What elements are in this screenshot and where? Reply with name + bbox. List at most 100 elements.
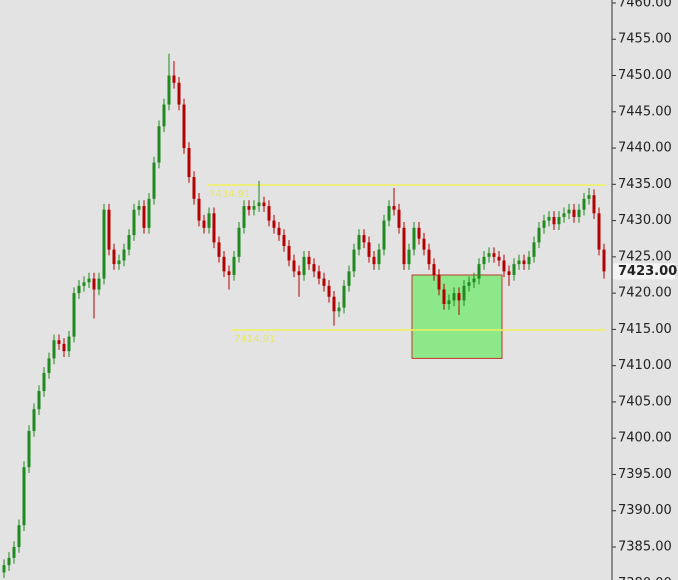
candle-body	[512, 264, 516, 275]
candle-body	[207, 213, 211, 228]
candle-body	[77, 285, 81, 294]
candle-body	[297, 271, 301, 275]
y-tick-label: 7430.00	[618, 213, 672, 228]
candle-body	[302, 256, 306, 275]
candle-body	[227, 271, 231, 275]
candle-body	[192, 177, 196, 199]
candle-body	[592, 195, 596, 214]
candle-body	[117, 260, 121, 265]
candle-body	[157, 126, 161, 163]
candle-body	[22, 467, 26, 526]
candle-body	[252, 206, 256, 210]
candle-body	[92, 278, 96, 290]
y-tick-label: 7395.00	[618, 467, 672, 482]
candle-body	[517, 260, 521, 265]
candle-body	[582, 198, 586, 210]
candle-body	[422, 238, 426, 250]
candle-body	[57, 340, 61, 344]
candle-body	[362, 235, 366, 243]
candle-body	[587, 195, 591, 199]
candle-body	[452, 293, 456, 301]
candle-body	[317, 271, 321, 279]
candle-body	[467, 282, 471, 286]
candle-body	[182, 104, 186, 149]
candle-body	[162, 104, 166, 127]
candle-body	[382, 220, 386, 250]
candle-body	[27, 430, 31, 468]
candle-body	[267, 206, 271, 221]
y-tick-label: 7425.00	[618, 249, 672, 264]
candle-body	[122, 249, 126, 261]
candle-body	[232, 256, 236, 275]
candle-body	[387, 206, 391, 221]
candle-body	[332, 296, 336, 312]
candle-body	[597, 213, 601, 250]
candle-body	[262, 202, 266, 207]
candle-body	[602, 249, 606, 272]
candle-body	[87, 278, 91, 283]
candle-body	[112, 249, 116, 265]
candle-body	[472, 278, 476, 283]
candle-body	[167, 75, 171, 105]
zone-box	[411, 274, 503, 359]
candle-body	[502, 260, 506, 272]
candle-body	[432, 264, 436, 275]
level-label: 7414.91	[234, 334, 275, 345]
candle-body	[107, 209, 111, 250]
candle-body	[237, 227, 241, 257]
candle-body	[352, 249, 356, 272]
candle-body	[327, 285, 331, 297]
candle-body	[17, 525, 21, 547]
candle-body	[7, 557, 11, 566]
candle-body	[407, 249, 411, 265]
candle-body	[532, 242, 536, 257]
candle-body	[222, 256, 226, 272]
candle-body	[402, 227, 406, 265]
candle-body	[177, 82, 181, 105]
y-tick-label: 7405.00	[618, 394, 672, 409]
candle-body	[202, 220, 206, 228]
y-tick-label: 7380.00	[618, 576, 672, 580]
candle-body	[142, 206, 146, 228]
candle-body	[152, 162, 156, 199]
candle-body	[257, 202, 261, 207]
candle-body	[137, 206, 141, 210]
candle-body	[342, 285, 346, 308]
candle-body	[82, 282, 86, 286]
candle-body	[507, 271, 511, 275]
candle-body	[527, 256, 531, 265]
candle-body	[12, 546, 16, 558]
candle-body	[552, 216, 556, 225]
candle-body	[557, 216, 561, 225]
y-tick-label: 7400.00	[618, 431, 672, 446]
y-tick-label: 7435.00	[618, 177, 672, 192]
candle-body	[32, 409, 36, 431]
candle-body	[172, 75, 176, 83]
candle-body	[462, 285, 466, 301]
candle-body	[97, 278, 101, 290]
candle-body	[312, 264, 316, 272]
candle-body	[477, 264, 481, 279]
candle-body	[347, 271, 351, 286]
y-tick-label: 7390.00	[618, 503, 672, 518]
y-tick-label: 7385.00	[618, 539, 672, 554]
y-tick-label: 7460.00	[618, 0, 672, 10]
y-tick-label: 7415.00	[618, 322, 672, 337]
candle-body	[322, 278, 326, 286]
candle-body	[572, 209, 576, 217]
price-marker-bg	[613, 263, 675, 280]
candle-body	[247, 206, 251, 210]
y-tick-label: 7450.00	[618, 68, 672, 83]
candle-body	[67, 336, 71, 352]
candle-body	[277, 227, 281, 236]
candle-body	[37, 391, 41, 410]
candle-body	[127, 235, 131, 250]
candle-body	[287, 245, 291, 261]
candle-body	[2, 565, 6, 573]
candle-body	[272, 220, 276, 228]
candle-body	[72, 293, 76, 337]
candle-body	[187, 148, 191, 178]
candle-body	[567, 209, 571, 214]
candle-body	[412, 227, 416, 250]
